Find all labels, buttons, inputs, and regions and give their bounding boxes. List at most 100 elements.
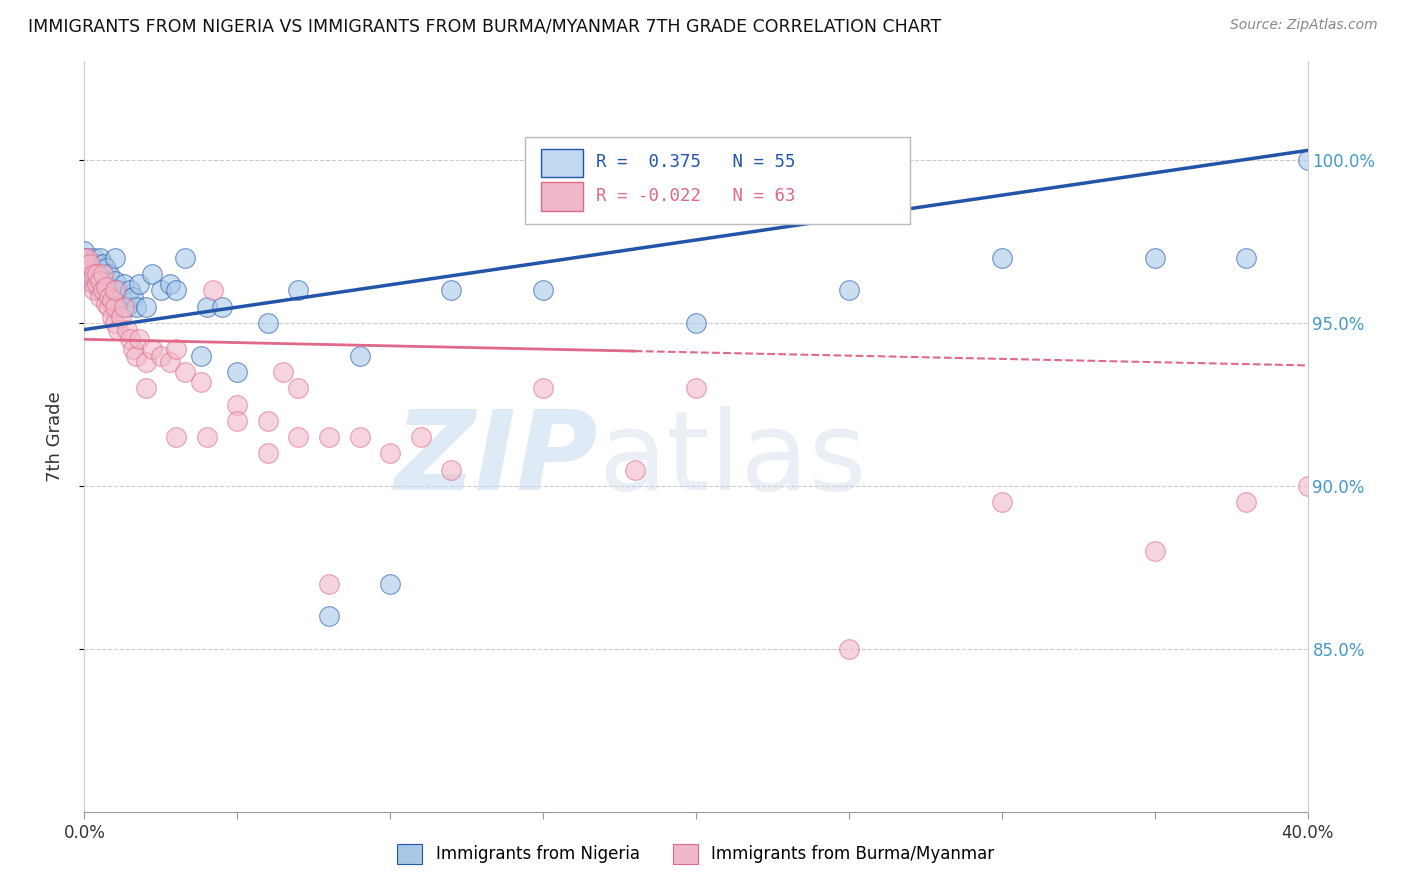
Point (94, 277, 117, 291)
Point (122, 342, 145, 356)
Point (76, 257, 98, 271)
Point (257, 414, 280, 428)
Point (318, 576, 340, 591)
Point (149, 349, 172, 363)
FancyBboxPatch shape (541, 149, 583, 178)
Point (89, 284, 111, 298)
Point (149, 284, 172, 298)
Point (838, 641, 860, 656)
Point (91, 267, 114, 281)
Point (141, 267, 163, 281)
Point (91, 274, 114, 288)
Point (83, 284, 105, 298)
Point (97, 300, 120, 314)
Point (79, 257, 101, 271)
Point (128, 332, 150, 346)
Point (115, 322, 138, 336)
Point (271, 365, 294, 379)
Point (165, 430, 187, 444)
Point (1296, 479, 1319, 493)
Point (128, 277, 150, 291)
Point (79, 267, 101, 281)
Point (101, 293, 124, 308)
Point (531, 381, 554, 395)
Point (531, 284, 554, 298)
Point (79, 274, 101, 288)
Point (86, 277, 108, 291)
Text: ZIP: ZIP (395, 406, 598, 513)
Point (141, 342, 163, 356)
Point (120, 284, 142, 298)
Point (318, 430, 340, 444)
Point (409, 430, 432, 444)
Point (94, 296, 117, 310)
Point (287, 284, 309, 298)
Point (201, 284, 224, 298)
Point (838, 284, 860, 298)
Point (440, 284, 463, 298)
Point (104, 300, 127, 314)
Point (101, 310, 124, 324)
Point (86, 270, 108, 285)
Point (991, 251, 1014, 265)
Point (380, 576, 402, 591)
Point (89, 274, 111, 288)
Point (86, 257, 108, 271)
Point (624, 463, 647, 477)
Point (83, 267, 105, 281)
Point (73, 244, 96, 259)
Point (110, 310, 132, 324)
Point (685, 316, 707, 330)
Point (89, 290, 111, 304)
Point (104, 316, 127, 330)
Point (226, 414, 249, 428)
Legend: Immigrants from Nigeria, Immigrants from Burma/Myanmar: Immigrants from Nigeria, Immigrants from… (391, 838, 1001, 871)
Point (76, 251, 98, 265)
Point (226, 365, 249, 379)
Point (94, 280, 117, 294)
Point (287, 381, 309, 395)
Point (73, 267, 96, 281)
Point (685, 381, 707, 395)
Point (120, 332, 142, 346)
Point (112, 300, 135, 314)
Point (122, 290, 145, 304)
Point (112, 277, 135, 291)
Point (165, 284, 187, 298)
Point (104, 251, 127, 265)
Point (318, 609, 340, 624)
Point (257, 316, 280, 330)
Point (91, 257, 114, 271)
Point (991, 495, 1014, 509)
Point (107, 322, 129, 336)
Point (174, 365, 197, 379)
Point (190, 375, 212, 389)
Text: IMMIGRANTS FROM NIGERIA VS IMMIGRANTS FROM BURMA/MYANMAR 7TH GRADE CORRELATION C: IMMIGRANTS FROM NIGERIA VS IMMIGRANTS FR… (28, 18, 942, 36)
Text: R = -0.022   N = 63: R = -0.022 N = 63 (596, 186, 796, 205)
Text: R =  0.375   N = 55: R = 0.375 N = 55 (596, 153, 796, 171)
Point (174, 251, 197, 265)
Point (380, 446, 402, 460)
Point (287, 430, 309, 444)
Point (101, 290, 124, 304)
Point (1236, 251, 1258, 265)
Point (83, 264, 105, 278)
Point (86, 267, 108, 281)
Point (97, 290, 120, 304)
Point (195, 430, 218, 444)
Point (125, 300, 148, 314)
Point (73, 251, 96, 265)
FancyBboxPatch shape (541, 182, 583, 211)
Point (211, 300, 233, 314)
Text: Source: ZipAtlas.com: Source: ZipAtlas.com (1230, 18, 1378, 32)
Point (89, 270, 111, 285)
Point (226, 397, 249, 411)
Point (440, 463, 463, 477)
Point (349, 349, 371, 363)
Point (83, 277, 105, 291)
Y-axis label: 7th Grade: 7th Grade (45, 392, 63, 483)
Point (1296, 153, 1319, 168)
Point (73, 251, 96, 265)
Point (104, 274, 127, 288)
Point (94, 260, 117, 275)
